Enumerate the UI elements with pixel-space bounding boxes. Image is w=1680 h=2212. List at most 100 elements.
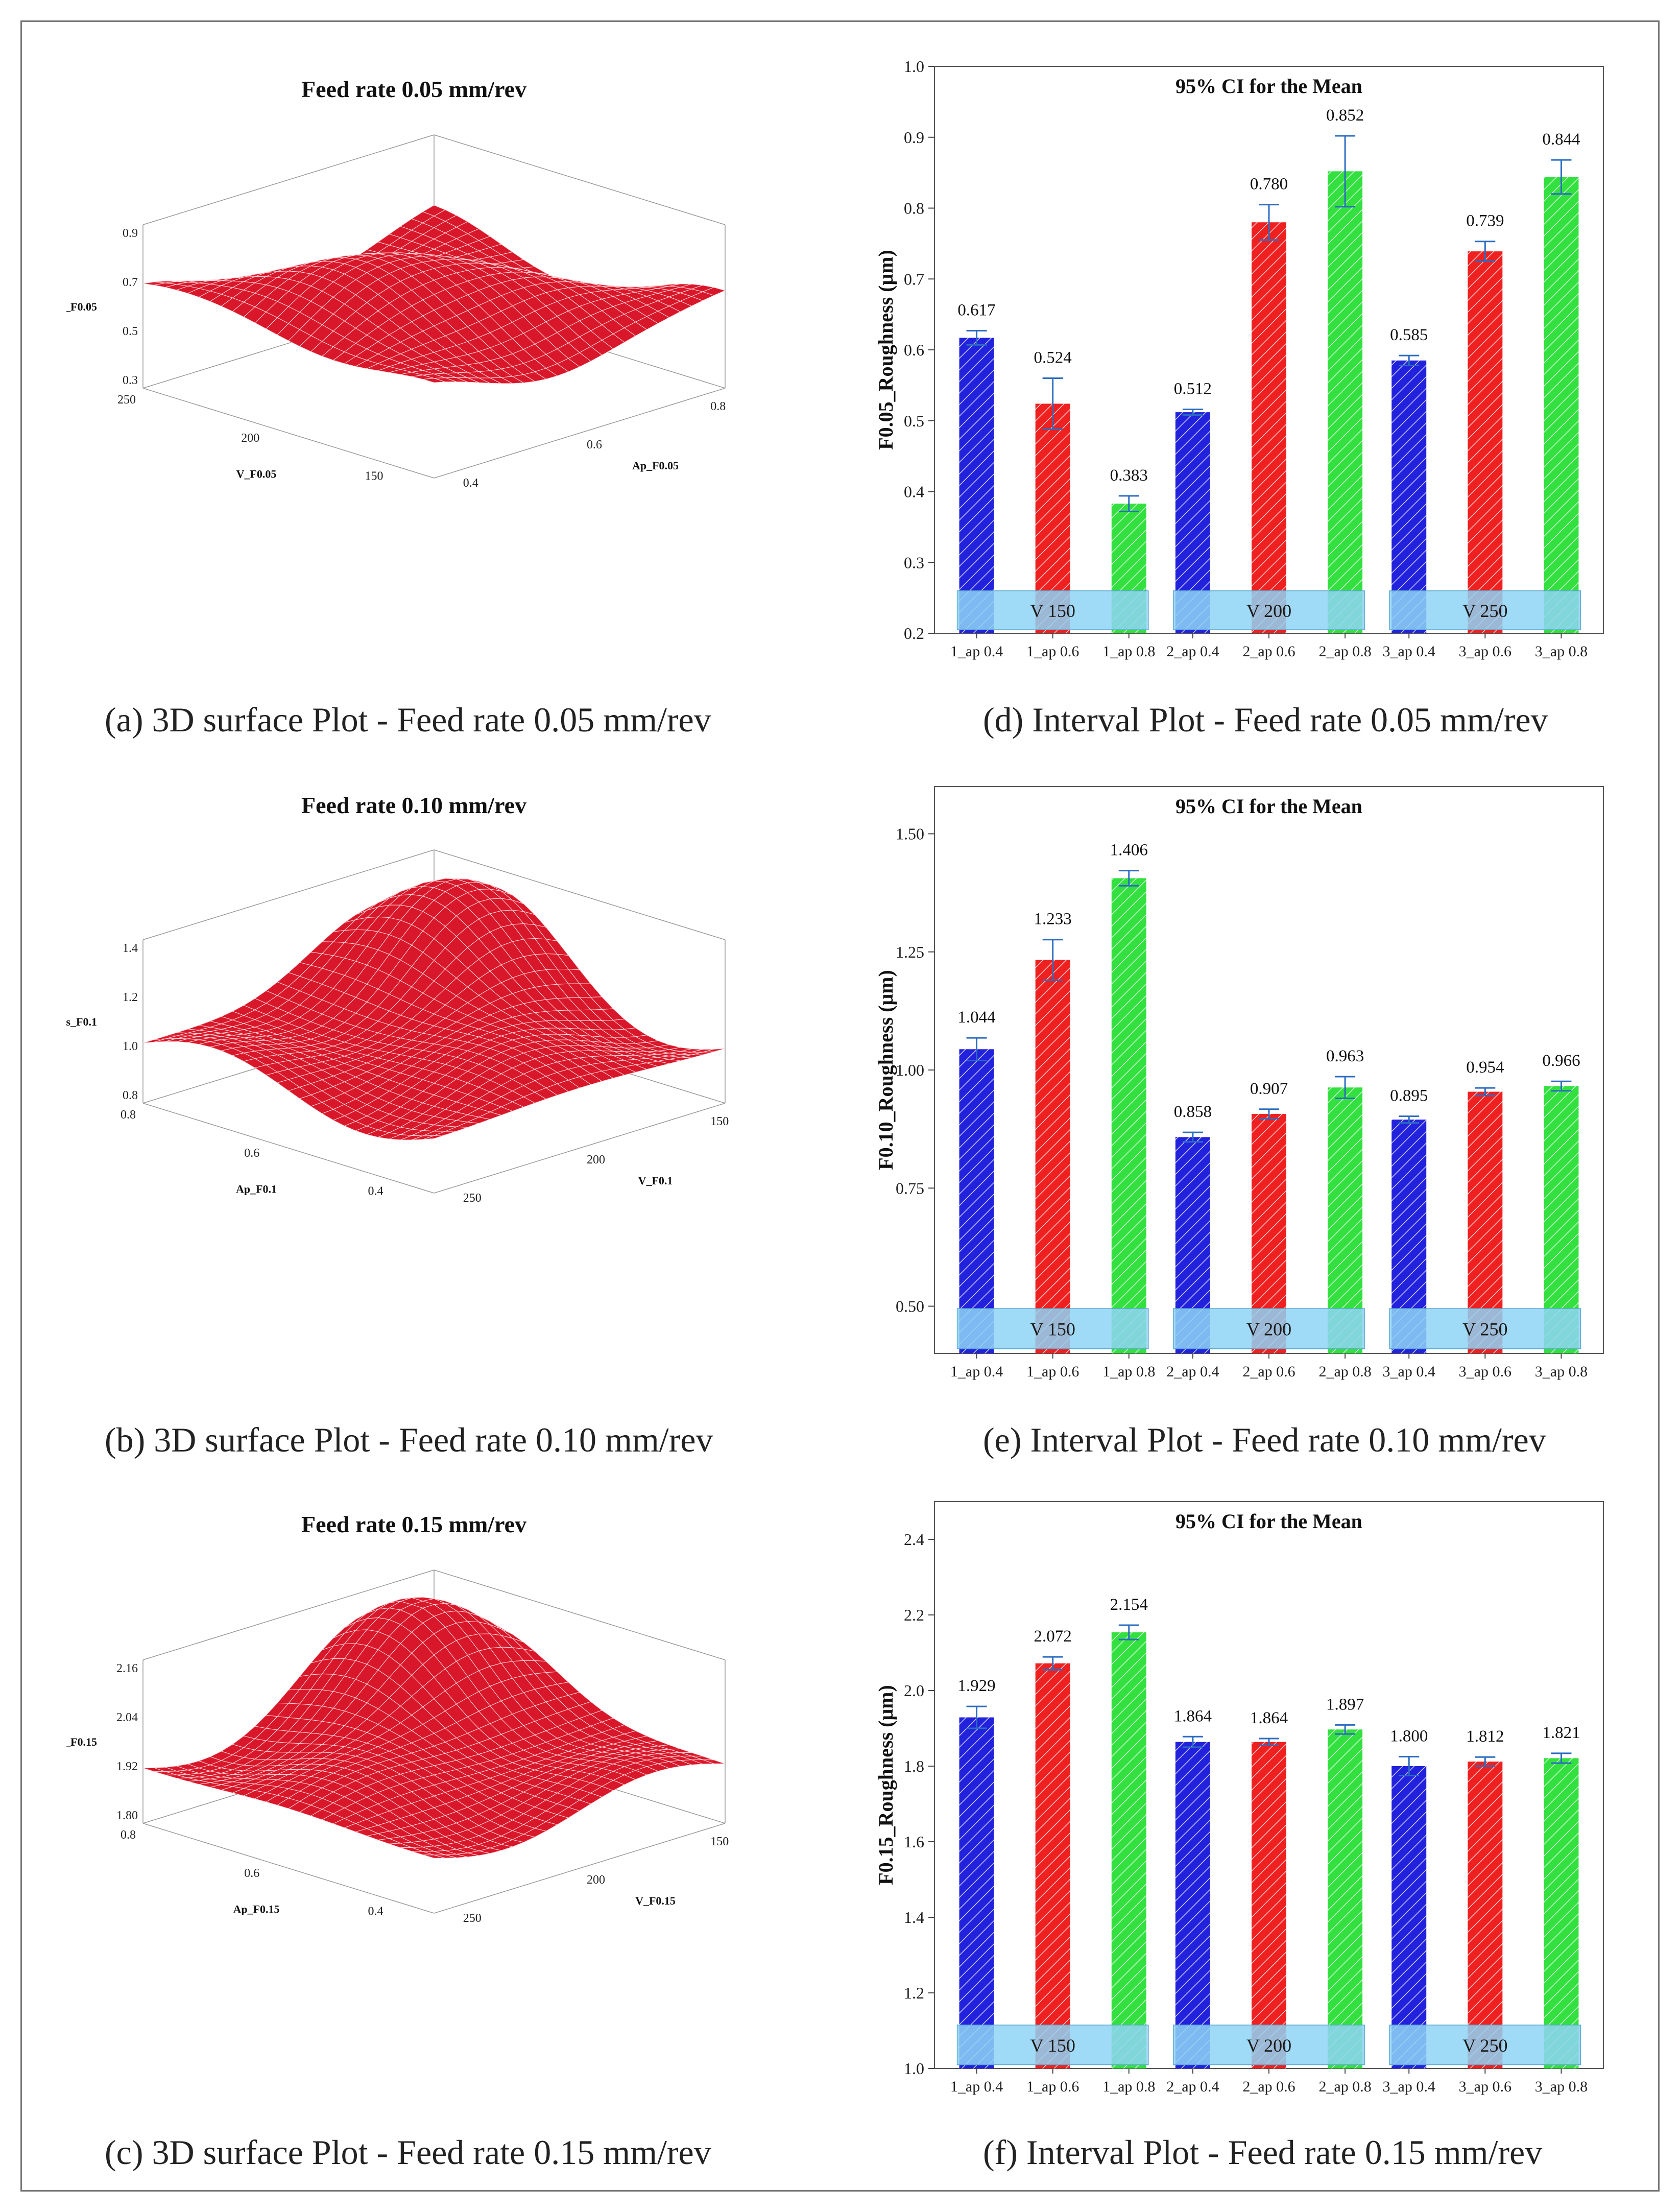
left-tick-label: 0.4 bbox=[368, 1905, 383, 1918]
z-axis-label: Roughness_F0.15 bbox=[66, 1735, 97, 1748]
group-band bbox=[1389, 2025, 1581, 2065]
y-tick-label: 2.2 bbox=[904, 1606, 924, 1624]
interval-plot-e: 95% CI for the Mean 0.50 0.75 1.00 1.25 1.50 F… bbox=[874, 786, 1604, 1380]
bar bbox=[1035, 1663, 1070, 2068]
bar bbox=[959, 1717, 994, 2068]
caption-b: (b) 3D surface Plot - Feed rate 0.10 mm/… bbox=[105, 1420, 713, 1459]
box-edge bbox=[434, 849, 726, 940]
x-tick-label: 2_ap 0.8 bbox=[1318, 1363, 1371, 1380]
y-tick-label: 0.50 bbox=[896, 1297, 924, 1316]
z-tick-label: 0.8 bbox=[123, 1089, 138, 1102]
x-tick-label: 2_ap 0.6 bbox=[1242, 643, 1295, 660]
right-axis-label: Ap_F0.05 bbox=[632, 459, 679, 472]
x-tick-label: 3_ap 0.8 bbox=[1535, 643, 1588, 660]
z-axis-label: Roughness_F0.1 bbox=[66, 1015, 97, 1028]
data-label: 1.800 bbox=[1390, 1727, 1428, 1746]
right-tick-label: 0.4 bbox=[463, 477, 478, 490]
left-tick-label: 0.8 bbox=[121, 1108, 136, 1122]
data-label: 0.858 bbox=[1174, 1103, 1212, 1121]
box-edge bbox=[434, 1103, 726, 1194]
y-tick-label: 1.00 bbox=[896, 1061, 924, 1079]
box-edge bbox=[434, 134, 726, 225]
z-tick-label: 0.5 bbox=[123, 325, 138, 338]
bar bbox=[1328, 171, 1363, 634]
data-label: 1.406 bbox=[1110, 841, 1148, 860]
x-tick-label: 3_ap 0.6 bbox=[1459, 643, 1511, 660]
caption-c: (c) 3D surface Plot - Feed rate 0.15 mm/… bbox=[105, 2133, 711, 2172]
group-label: V 200 bbox=[1246, 601, 1291, 621]
bar bbox=[1175, 1742, 1210, 2068]
bar bbox=[1468, 1762, 1503, 2068]
data-label: 2.072 bbox=[1034, 1627, 1072, 1646]
right-tick-label: 0.8 bbox=[710, 400, 726, 413]
box-edge bbox=[434, 1823, 726, 1914]
data-label: 0.907 bbox=[1250, 1080, 1288, 1098]
box-edge bbox=[142, 134, 435, 225]
data-label: 1.044 bbox=[957, 1008, 995, 1027]
caption-a: (a) 3D surface Plot - Feed rate 0.05 mm/… bbox=[105, 700, 711, 739]
x-tick-label: 1_ap 0.4 bbox=[950, 1363, 1003, 1380]
data-label: 1.929 bbox=[957, 1677, 995, 1695]
bar bbox=[1252, 1742, 1286, 2068]
y-tick-label: 0.2 bbox=[904, 624, 924, 643]
bar bbox=[1391, 360, 1427, 633]
z-tick-label: 0.7 bbox=[123, 276, 138, 289]
group-label: V 200 bbox=[1246, 2035, 1291, 2056]
x-tick-label: 1_ap 0.6 bbox=[1026, 2078, 1079, 2095]
group-label: V 150 bbox=[1030, 601, 1075, 621]
y-tick-label: 0.3 bbox=[904, 553, 924, 572]
y-tick-label: 2.4 bbox=[904, 1530, 924, 1549]
x-tick-label: 3_ap 0.4 bbox=[1383, 643, 1435, 660]
data-label: 0.383 bbox=[1110, 466, 1148, 485]
group-band bbox=[1173, 2025, 1365, 2065]
bar bbox=[959, 1049, 994, 1353]
data-label: 1.864 bbox=[1250, 1709, 1288, 1727]
x-tick-label: 2_ap 0.4 bbox=[1166, 2078, 1219, 2095]
right-tick-label: 0.6 bbox=[587, 438, 602, 451]
x-tick-label: 2_ap 0.6 bbox=[1242, 1363, 1295, 1380]
surface-plot-c: 2.16 2.04 1.92 1.80 Roughness_F0.15 0.8 0.6 0.4… bbox=[66, 1569, 729, 1925]
x-tick-label: 2_ap 0.4 bbox=[1166, 643, 1219, 660]
x-tick-label: 1_ap 0.6 bbox=[1026, 1363, 1079, 1380]
z-tick-label: 0.3 bbox=[123, 374, 138, 387]
bar bbox=[959, 338, 994, 633]
group-band bbox=[1389, 1308, 1581, 1349]
y-tick-label: 1.0 bbox=[904, 2059, 924, 2078]
x-tick-label: 2_ap 0.4 bbox=[1166, 1363, 1219, 1380]
left-tick-label: 0.6 bbox=[244, 1867, 259, 1880]
chart-title: 95% CI for the Mean bbox=[1175, 75, 1362, 98]
caption-d: (d) Interval Plot - Feed rate 0.05 mm/re… bbox=[983, 700, 1548, 739]
data-label: 1.233 bbox=[1034, 910, 1072, 929]
x-tick-label: 1_ap 0.8 bbox=[1102, 1363, 1155, 1380]
right-tick-label: 150 bbox=[710, 1115, 729, 1128]
x-tick-label: 2_ap 0.6 bbox=[1242, 2078, 1295, 2095]
x-tick-label: 1_ap 0.4 bbox=[950, 643, 1003, 660]
right-tick-label: 200 bbox=[587, 1873, 605, 1887]
data-label: 0.739 bbox=[1466, 212, 1504, 230]
data-label: 0.954 bbox=[1466, 1058, 1504, 1077]
figure-frame bbox=[20, 20, 1660, 2192]
group-band bbox=[1389, 590, 1581, 630]
y-tick-label: 0.75 bbox=[896, 1179, 924, 1197]
interval-plot-f: 95% CI for the Mean 1.0 1.2 1.4 1.6 1.8 2.0 2.2… bbox=[874, 1501, 1604, 2095]
surface-title-b: Feed rate 0.10 mm/rev bbox=[301, 792, 527, 818]
box-edge bbox=[434, 388, 726, 479]
bar bbox=[1252, 222, 1286, 633]
data-label: 1.897 bbox=[1326, 1695, 1364, 1714]
surface-mesh bbox=[142, 205, 726, 384]
x-tick-label: 3_ap 0.6 bbox=[1459, 2078, 1511, 2095]
z-axis-label: Roughness_F0.05 bbox=[66, 300, 97, 313]
x-tick-label: 1_ap 0.8 bbox=[1102, 2078, 1155, 2095]
group-label: V 200 bbox=[1246, 1319, 1291, 1339]
y-tick-label: 1.4 bbox=[904, 1908, 924, 1926]
y-tick-label: 0.6 bbox=[904, 341, 924, 359]
data-label: 1.812 bbox=[1466, 1727, 1504, 1746]
right-axis-label: V_F0.15 bbox=[635, 1894, 676, 1907]
bar bbox=[1544, 177, 1579, 633]
data-label: 0.780 bbox=[1250, 175, 1288, 194]
y-tick-label: 2.0 bbox=[904, 1681, 924, 1700]
z-tick-label: 2.16 bbox=[116, 1662, 138, 1675]
box-edge bbox=[142, 1823, 435, 1914]
box-edge bbox=[434, 1569, 726, 1660]
bar bbox=[1111, 878, 1146, 1353]
